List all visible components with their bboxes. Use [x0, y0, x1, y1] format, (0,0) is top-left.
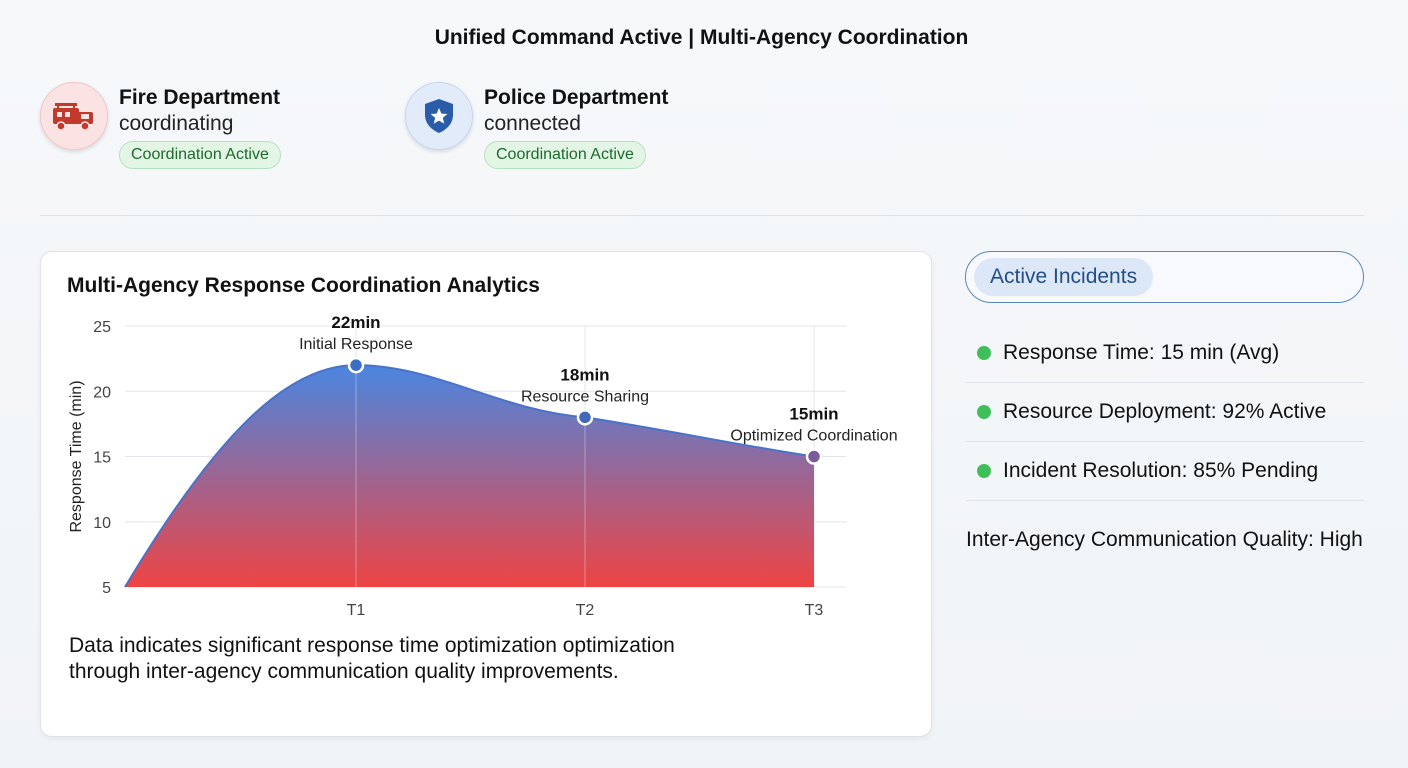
data-point [805, 448, 823, 465]
annotation-label: Initial Response [299, 336, 413, 353]
agency-status: coordinating [119, 112, 234, 135]
data-point [576, 409, 594, 426]
agency-fire[interactable]: Fire Department coordinating Coordinatio… [40, 82, 281, 169]
fire-truck-icon [40, 82, 108, 150]
x-tick-label: T3 [805, 602, 824, 619]
status-badge: Coordination Active [119, 141, 281, 169]
response-time-chart: 25 20 15 10 5 Response Time (min) T1 T2 T3 22min… [68, 313, 898, 619]
response-area [125, 365, 814, 587]
agency-name: Fire Department [119, 86, 281, 109]
y-tick-label: 25 [93, 319, 111, 336]
analytics-card: Multi-Agency Response Coordination Analy… [40, 251, 932, 737]
x-tick-label: T2 [576, 602, 595, 619]
annotation-label: Resource Sharing [521, 388, 649, 405]
list-item: Resource Deployment: 92% Active [966, 383, 1364, 442]
annotation-label: Optimized Coordination [730, 428, 897, 445]
police-shield-icon [405, 82, 473, 150]
y-tick-label: 5 [102, 580, 111, 597]
metric-list: Response Time: 15 min (Avg) Resource Dep… [966, 324, 1364, 501]
agency-name: Police Department [484, 86, 669, 109]
x-tick-label: T1 [347, 602, 366, 619]
agency-police[interactable]: Police Department connected Coordination… [405, 82, 668, 169]
data-point [347, 356, 365, 374]
data-label: 22min [331, 313, 380, 332]
active-incidents-tab[interactable]: Active Incidents [965, 251, 1364, 303]
metric-label: Resource Deployment: 92% Active [1003, 400, 1327, 423]
metric-label: Response Time: 15 min (Avg) [1003, 341, 1280, 364]
y-tick-label: 15 [93, 450, 111, 467]
agency-status: connected [484, 112, 581, 135]
metric-label: Incident Resolution: 85% Pending [1003, 459, 1319, 482]
status-dot-icon [977, 405, 991, 419]
status-dot-icon [977, 464, 991, 478]
chart-title: Multi-Agency Response Coordination Analy… [67, 274, 540, 297]
page-title: Unified Command Active | Multi-Agency Co… [434, 26, 969, 49]
status-dot-icon [977, 346, 991, 360]
communication-quality: Inter-Agency Communication Quality: High [966, 528, 1363, 551]
chart-note: Data indicates significant response time… [69, 634, 675, 683]
y-tick-label: 20 [93, 384, 111, 401]
section-divider [40, 215, 1364, 216]
y-axis-label: Response Time (min) [68, 380, 85, 532]
status-badge: Coordination Active [484, 141, 646, 169]
active-incidents-label[interactable]: Active Incidents [974, 258, 1154, 296]
list-item: Response Time: 15 min (Avg) [966, 324, 1364, 383]
data-label: 15min [789, 405, 838, 424]
response-line [124, 364, 815, 588]
y-tick-label: 10 [93, 515, 111, 532]
data-label: 18min [560, 365, 609, 384]
list-item: Incident Resolution: 85% Pending [966, 442, 1364, 501]
